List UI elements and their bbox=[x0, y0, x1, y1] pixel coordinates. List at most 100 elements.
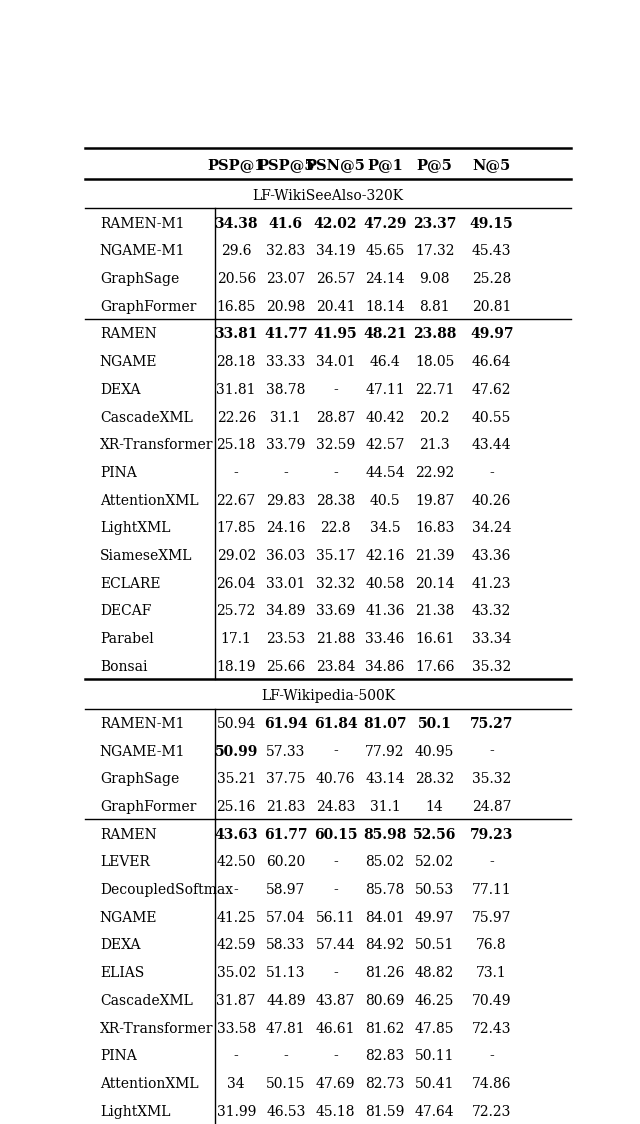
Text: 9.08: 9.08 bbox=[419, 272, 450, 287]
Text: 29.6: 29.6 bbox=[221, 244, 252, 259]
Text: LEVER: LEVER bbox=[100, 855, 150, 869]
Text: 50.11: 50.11 bbox=[415, 1050, 454, 1063]
Text: 42.16: 42.16 bbox=[365, 549, 404, 563]
Text: 21.39: 21.39 bbox=[415, 549, 454, 563]
Text: 82.83: 82.83 bbox=[365, 1050, 404, 1063]
Text: 22.8: 22.8 bbox=[320, 522, 351, 535]
Text: 80.69: 80.69 bbox=[365, 994, 404, 1008]
Text: 40.5: 40.5 bbox=[370, 493, 401, 508]
Text: DECAF: DECAF bbox=[100, 605, 151, 618]
Text: 32.59: 32.59 bbox=[316, 438, 355, 452]
Text: 33.33: 33.33 bbox=[266, 355, 305, 369]
Text: -: - bbox=[333, 466, 338, 480]
Text: 17.1: 17.1 bbox=[221, 632, 252, 646]
Text: 48.82: 48.82 bbox=[415, 967, 454, 980]
Text: 61.94: 61.94 bbox=[264, 717, 308, 731]
Text: 24.83: 24.83 bbox=[316, 800, 355, 814]
Text: 23.53: 23.53 bbox=[266, 632, 305, 646]
Text: 43.36: 43.36 bbox=[472, 549, 511, 563]
Text: 21.3: 21.3 bbox=[419, 438, 450, 452]
Text: 47.69: 47.69 bbox=[316, 1077, 355, 1091]
Text: 31.1: 31.1 bbox=[271, 410, 301, 425]
Text: 32.32: 32.32 bbox=[316, 577, 355, 591]
Text: 61.77: 61.77 bbox=[264, 827, 308, 842]
Text: 36.03: 36.03 bbox=[266, 549, 305, 563]
Text: 74.86: 74.86 bbox=[472, 1077, 511, 1091]
Text: 50.53: 50.53 bbox=[415, 883, 454, 897]
Text: LightXML: LightXML bbox=[100, 1105, 170, 1118]
Text: 35.32: 35.32 bbox=[472, 772, 511, 787]
Text: 40.42: 40.42 bbox=[365, 410, 404, 425]
Text: 44.89: 44.89 bbox=[266, 994, 305, 1008]
Text: 32.83: 32.83 bbox=[266, 244, 305, 259]
Text: 75.27: 75.27 bbox=[470, 717, 513, 731]
Text: 24.87: 24.87 bbox=[472, 800, 511, 814]
Text: 33.46: 33.46 bbox=[365, 632, 404, 646]
Text: 61.84: 61.84 bbox=[314, 717, 357, 731]
Text: 40.55: 40.55 bbox=[472, 410, 511, 425]
Text: -: - bbox=[234, 883, 239, 897]
Text: 37.75: 37.75 bbox=[266, 772, 305, 787]
Text: 41.6: 41.6 bbox=[269, 217, 303, 230]
Text: 33.81: 33.81 bbox=[214, 327, 258, 342]
Text: 20.14: 20.14 bbox=[415, 577, 454, 591]
Text: 35.32: 35.32 bbox=[472, 660, 511, 673]
Text: 14: 14 bbox=[426, 800, 444, 814]
Text: LightXML: LightXML bbox=[100, 522, 170, 535]
Text: -: - bbox=[333, 967, 338, 980]
Text: 35.21: 35.21 bbox=[216, 772, 256, 787]
Text: 49.97: 49.97 bbox=[415, 910, 454, 925]
Text: 57.04: 57.04 bbox=[266, 910, 305, 925]
Text: 47.29: 47.29 bbox=[364, 217, 407, 230]
Text: 56.11: 56.11 bbox=[316, 910, 355, 925]
Text: 20.98: 20.98 bbox=[266, 300, 305, 314]
Text: NGAME: NGAME bbox=[100, 355, 157, 369]
Text: 85.98: 85.98 bbox=[364, 827, 407, 842]
Text: 84.92: 84.92 bbox=[365, 939, 404, 952]
Text: 18.14: 18.14 bbox=[365, 300, 405, 314]
Text: 70.49: 70.49 bbox=[472, 994, 511, 1008]
Text: 28.18: 28.18 bbox=[216, 355, 256, 369]
Text: 52.02: 52.02 bbox=[415, 855, 454, 869]
Text: 81.59: 81.59 bbox=[365, 1105, 404, 1118]
Text: PINA: PINA bbox=[100, 466, 136, 480]
Text: 50.1: 50.1 bbox=[418, 717, 452, 731]
Text: AttentionXML: AttentionXML bbox=[100, 493, 198, 508]
Text: 81.07: 81.07 bbox=[364, 717, 407, 731]
Text: 25.18: 25.18 bbox=[216, 438, 256, 452]
Text: 26.04: 26.04 bbox=[216, 577, 256, 591]
Text: 34.5: 34.5 bbox=[370, 522, 401, 535]
Text: 60.20: 60.20 bbox=[266, 855, 305, 869]
Text: 16.83: 16.83 bbox=[415, 522, 454, 535]
Text: 43.44: 43.44 bbox=[472, 438, 511, 452]
Text: 84.01: 84.01 bbox=[365, 910, 404, 925]
Text: DEXA: DEXA bbox=[100, 939, 140, 952]
Text: 48.21: 48.21 bbox=[364, 327, 407, 342]
Text: RAMEN-M1: RAMEN-M1 bbox=[100, 217, 184, 230]
Text: -: - bbox=[490, 855, 494, 869]
Text: 46.25: 46.25 bbox=[415, 994, 454, 1008]
Text: 25.72: 25.72 bbox=[216, 605, 256, 618]
Text: 23.07: 23.07 bbox=[266, 272, 305, 287]
Text: 33.69: 33.69 bbox=[316, 605, 355, 618]
Text: 49.97: 49.97 bbox=[470, 327, 513, 342]
Text: CascadeXML: CascadeXML bbox=[100, 410, 193, 425]
Text: 26.57: 26.57 bbox=[316, 272, 355, 287]
Text: PSP@5: PSP@5 bbox=[257, 158, 315, 172]
Text: -: - bbox=[333, 855, 338, 869]
Text: 75.97: 75.97 bbox=[472, 910, 511, 925]
Text: 43.63: 43.63 bbox=[214, 827, 258, 842]
Text: 34.86: 34.86 bbox=[365, 660, 404, 673]
Text: 28.32: 28.32 bbox=[415, 772, 454, 787]
Text: -: - bbox=[490, 1050, 494, 1063]
Text: 20.81: 20.81 bbox=[472, 300, 511, 314]
Text: 40.58: 40.58 bbox=[365, 577, 404, 591]
Text: 46.4: 46.4 bbox=[370, 355, 401, 369]
Text: 47.81: 47.81 bbox=[266, 1022, 306, 1035]
Text: -: - bbox=[333, 383, 338, 397]
Text: 47.64: 47.64 bbox=[415, 1105, 454, 1118]
Text: 81.26: 81.26 bbox=[365, 967, 404, 980]
Text: 20.2: 20.2 bbox=[419, 410, 450, 425]
Text: LF-Wikipedia-500K: LF-Wikipedia-500K bbox=[261, 689, 395, 704]
Text: NGAME-M1: NGAME-M1 bbox=[100, 744, 186, 759]
